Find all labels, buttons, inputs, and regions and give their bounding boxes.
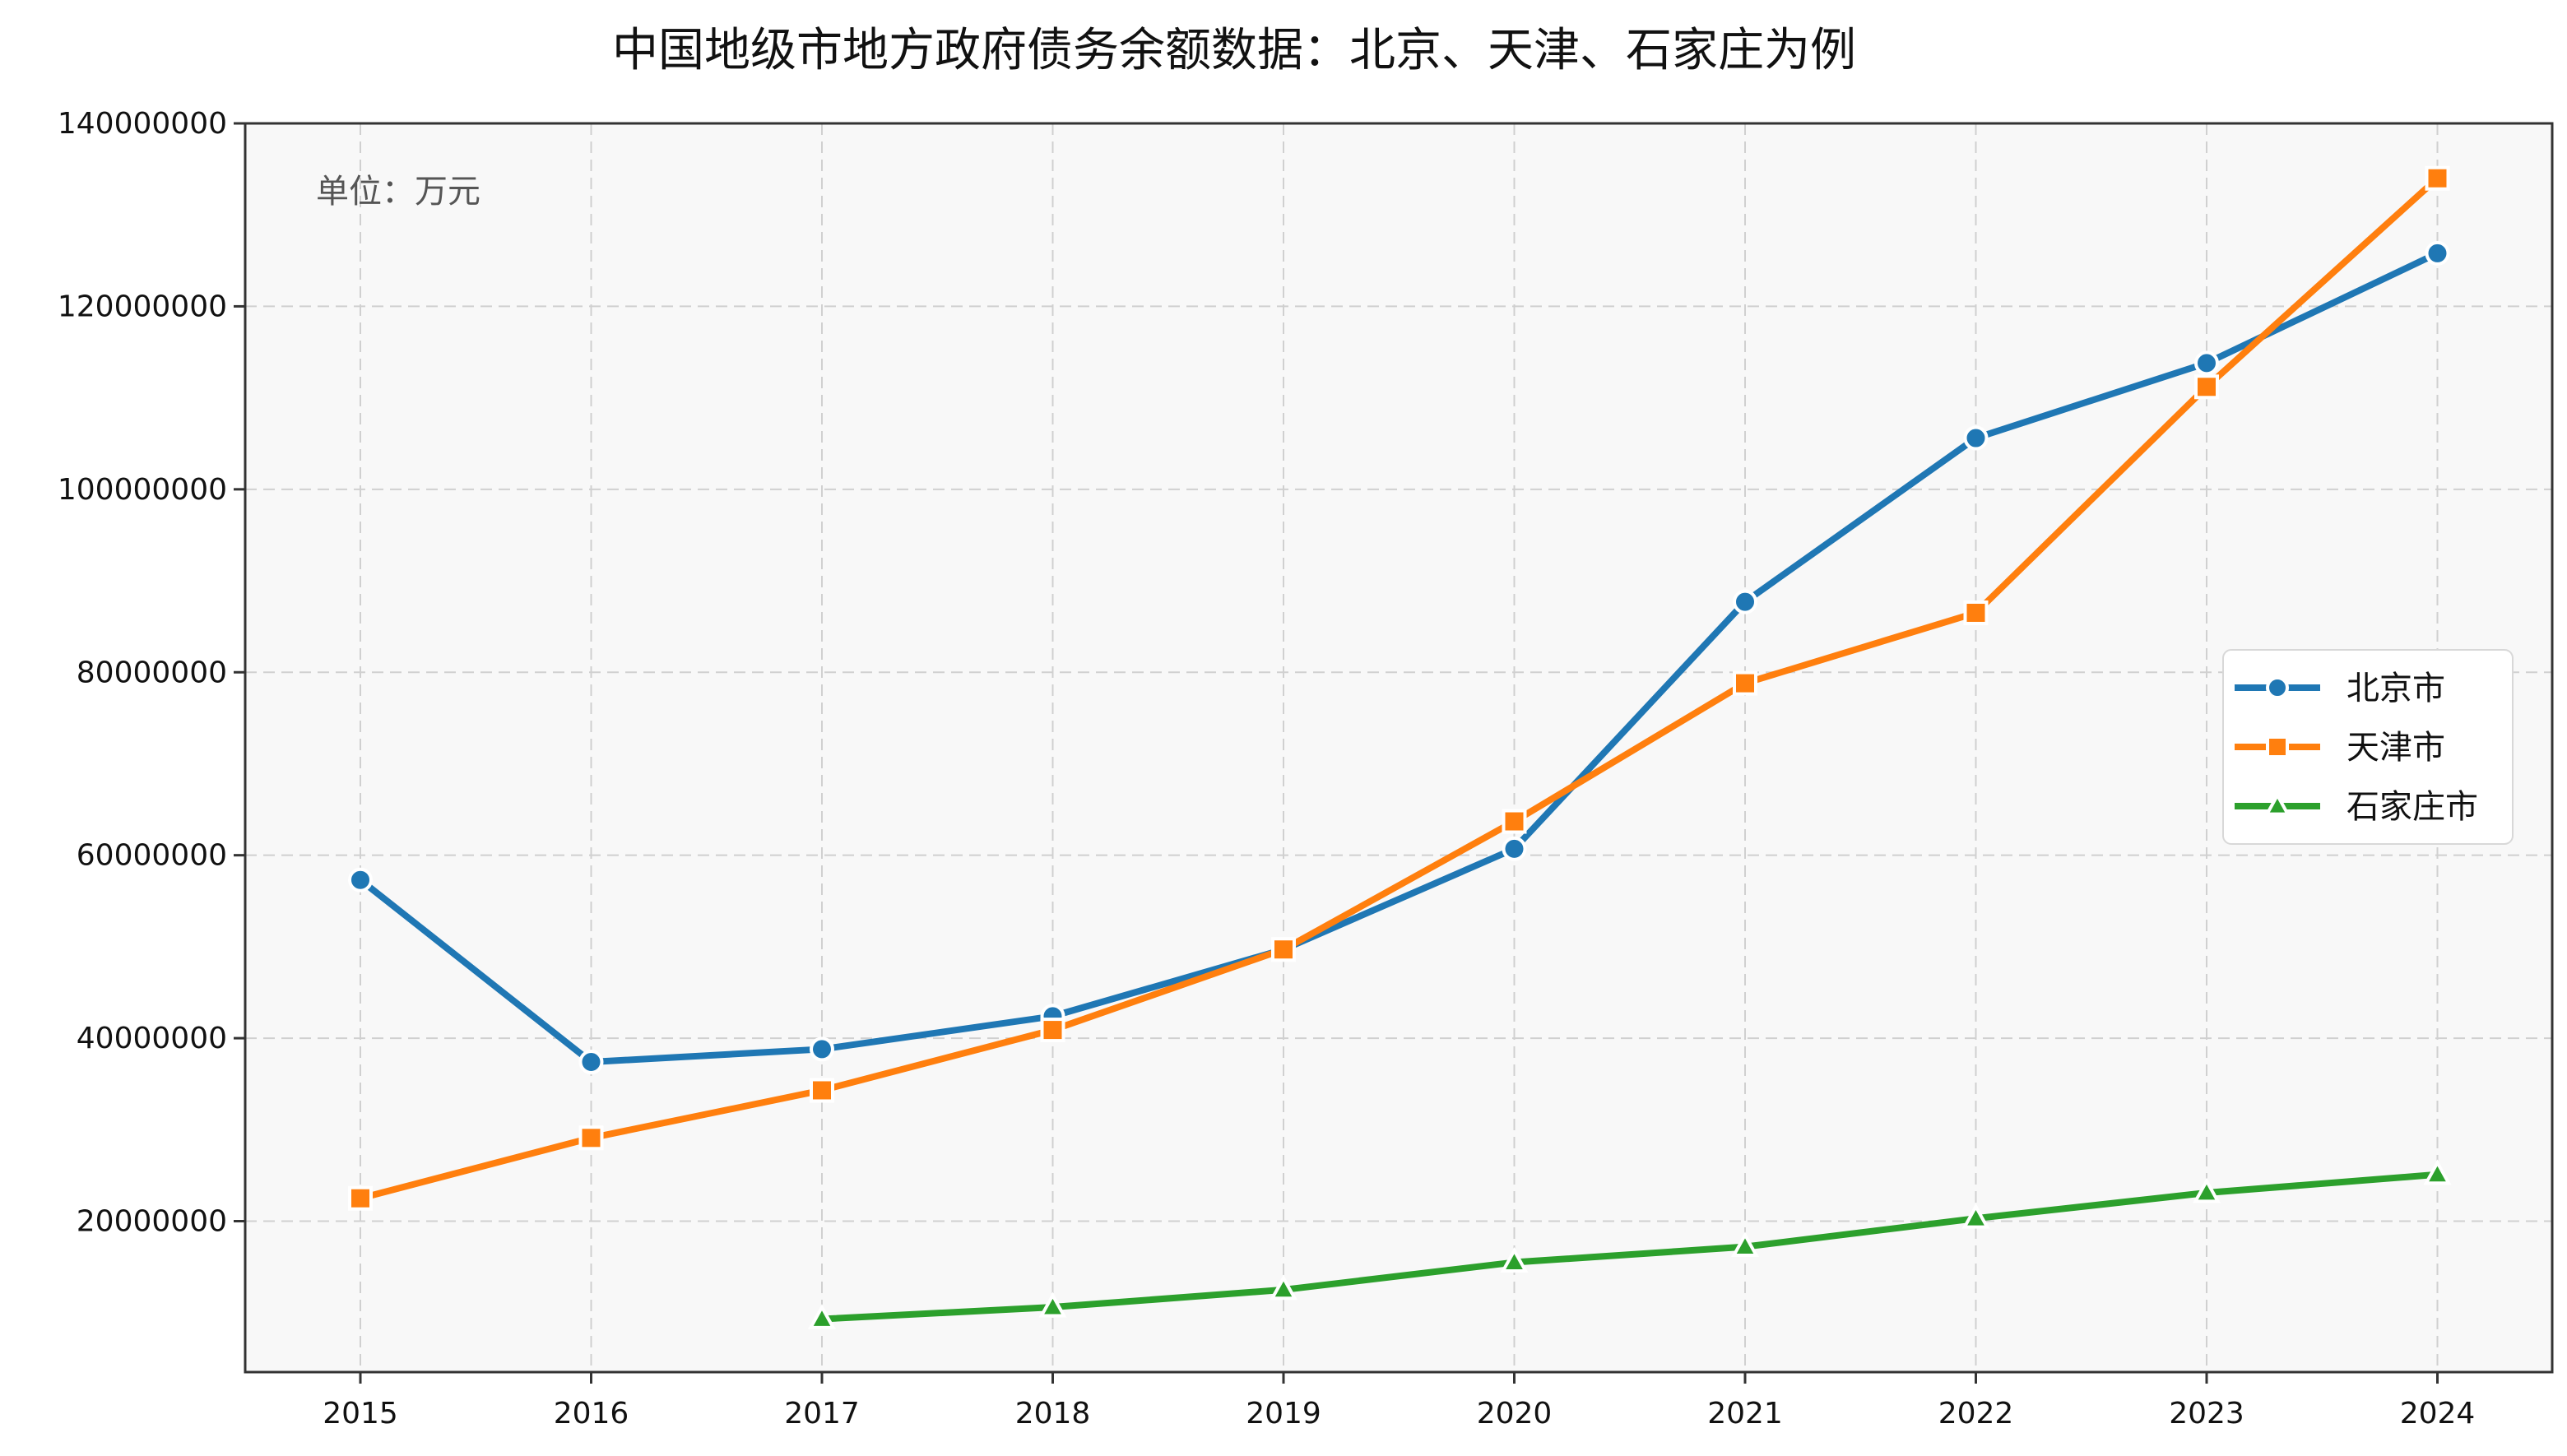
- x-tick-label: 2021: [1707, 1397, 1783, 1430]
- data-point: [807, 1304, 837, 1329]
- data-point: [1502, 809, 1527, 834]
- chart-title: 中国地级市地方政府债务余额数据：北京、天津、石家庄为例: [612, 24, 1856, 77]
- legend-item: 天津市: [2235, 729, 2445, 767]
- data-point: [1730, 1231, 1760, 1258]
- data-point: [1733, 670, 1757, 696]
- legend-swatch-marker: [2266, 735, 2289, 758]
- x-tick-label: 2023: [2169, 1397, 2244, 1430]
- data-point: [1038, 1291, 1067, 1318]
- legend-label: 石家庄市: [2347, 788, 2478, 826]
- y-tick-label: 120000000: [58, 290, 227, 323]
- legend-swatch-marker: [2264, 791, 2291, 816]
- y-tick-label: 80000000: [77, 656, 227, 689]
- y-tick-label: 140000000: [58, 107, 227, 141]
- x-tick-label: 2020: [1477, 1397, 1553, 1430]
- data-point: [1733, 589, 1757, 614]
- legend-label: 天津市: [2347, 729, 2445, 767]
- x-tick-label: 2017: [784, 1397, 860, 1430]
- legend-box: [2222, 649, 2514, 845]
- plot-background: [245, 123, 2552, 1372]
- series-line: [819, 1171, 2441, 1323]
- legend-item: 北京市: [2235, 670, 2445, 707]
- y-tick-label: 100000000: [58, 473, 227, 507]
- data-point: [1961, 1203, 1990, 1229]
- series-group: [348, 165, 2452, 1329]
- y-tick-label: 20000000: [77, 1205, 227, 1239]
- unit-annotation: 单位：万元: [316, 173, 480, 211]
- data-point: [2194, 350, 2219, 376]
- x-tick-label: 2018: [1015, 1397, 1091, 1430]
- axes: 2015 2016 2017 2018 2019 2020 2021 2022 2023 2024…: [58, 107, 2475, 1430]
- data-point: [2423, 1159, 2452, 1185]
- x-tick-label: 2022: [1938, 1397, 2014, 1430]
- data-point: [348, 867, 373, 893]
- data-point: [1500, 1247, 1529, 1273]
- data-point: [1963, 425, 1989, 451]
- data-point: [348, 1185, 373, 1211]
- data-point: [810, 1078, 834, 1103]
- data-point: [1502, 836, 1527, 861]
- y-tick-label: 40000000: [77, 1022, 227, 1055]
- data-point: [1271, 937, 1296, 962]
- legend-label: 北京市: [2347, 670, 2445, 707]
- data-point: [2194, 374, 2219, 400]
- x-tick-label: 2024: [2400, 1397, 2476, 1430]
- data-point: [1963, 600, 1989, 625]
- data-point: [578, 1125, 604, 1151]
- legend-swatch-marker: [2266, 676, 2289, 699]
- legend-item: 石家庄市: [2235, 788, 2478, 826]
- series-line: [357, 249, 2441, 1066]
- y-tick-label: 60000000: [77, 839, 227, 873]
- x-tick-label: 2016: [554, 1397, 629, 1430]
- data-point: [1269, 1274, 1298, 1301]
- data-point: [2425, 165, 2450, 191]
- series-line: [357, 174, 2441, 1202]
- data-point: [578, 1050, 604, 1075]
- data-point: [2425, 240, 2450, 266]
- data-point: [810, 1036, 834, 1062]
- series-2: [807, 1159, 2452, 1329]
- data-point: [2192, 1177, 2221, 1203]
- x-tick-label: 2019: [1246, 1397, 1321, 1430]
- series-1: [348, 165, 2450, 1211]
- data-point: [1040, 1018, 1065, 1043]
- plot-frame: [244, 122, 2554, 1374]
- x-tick-label: 2015: [323, 1397, 398, 1430]
